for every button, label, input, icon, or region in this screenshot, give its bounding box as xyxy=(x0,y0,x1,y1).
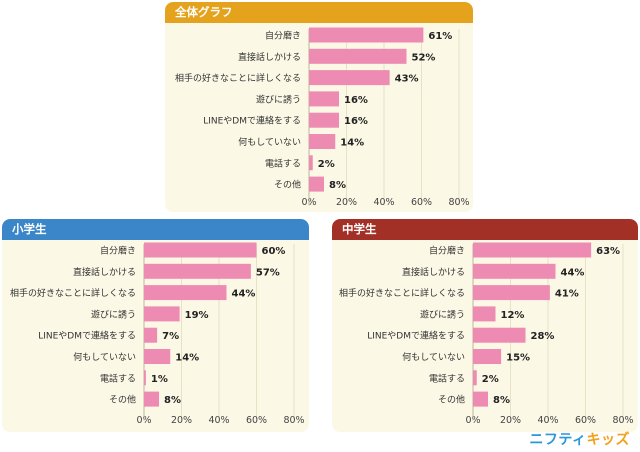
value-label: 12% xyxy=(501,310,525,321)
value-label: 2% xyxy=(318,159,335,170)
category-label: その他 xyxy=(274,179,301,191)
panel-overall: 全体グラフ 0% 20% 40% 60% 80% 自分磨き 61% 直接話しかける 52% 相手の… xyxy=(165,2,473,212)
bar xyxy=(309,48,407,64)
category-label: 相手の好きなことに詳しくなる xyxy=(10,287,136,299)
value-label: 16% xyxy=(344,95,368,106)
panel-junior: 中学生 0% 20% 40% 60% 80% 自分磨き 63% 直接話しかける 44% 相手の好き… xyxy=(332,219,638,432)
bar xyxy=(473,391,488,407)
x-tick-label: 60% xyxy=(246,415,267,426)
category-label: LINEやDMで連絡をする xyxy=(38,330,136,342)
chart-elementary: 0% 20% 40% 60% 80% 自分磨き 60% 直接話しかける 57% 相手の好きなことに… xyxy=(10,242,305,426)
bar xyxy=(473,327,526,343)
category-label: 遊びに誘う xyxy=(91,308,136,320)
value-label: 8% xyxy=(164,395,181,406)
logo-part-1: ニフティ xyxy=(529,432,587,448)
bar xyxy=(144,242,257,258)
bar xyxy=(144,306,180,322)
category-label: 何もしていない xyxy=(238,136,301,148)
category-label: 直接話しかける xyxy=(238,51,301,63)
value-label: 63% xyxy=(596,246,620,257)
value-label: 7% xyxy=(162,331,179,342)
category-label: 何もしていない xyxy=(402,351,465,363)
bar xyxy=(473,242,592,258)
value-label: 8% xyxy=(329,180,346,191)
bar xyxy=(309,27,424,43)
bar xyxy=(473,370,477,386)
category-label: 自分磨き xyxy=(265,30,301,42)
panel-title: 中学生 xyxy=(332,219,638,240)
bar xyxy=(144,263,251,279)
category-label: 相手の好きなことに詳しくなる xyxy=(339,287,465,299)
bar xyxy=(144,349,171,364)
bar xyxy=(473,263,556,279)
chart-overall: 0% 20% 40% 60% 80%自分磨き 61%直接話しかける 52%相手の好きなことに… xyxy=(175,27,470,208)
value-label: 15% xyxy=(506,353,530,364)
bar xyxy=(309,134,336,149)
value-label: 44% xyxy=(232,289,256,300)
category-label: 自分磨き xyxy=(429,245,465,257)
bar xyxy=(473,285,550,301)
value-label: 1% xyxy=(151,374,168,385)
category-label: 遊びに誘う xyxy=(256,93,301,105)
value-label: 28% xyxy=(531,331,555,342)
value-label: 14% xyxy=(340,138,364,149)
bar xyxy=(473,306,496,322)
panel-title: 小学生 xyxy=(2,219,309,240)
category-label: 電話する xyxy=(429,372,465,384)
category-label: LINEやDMで連絡をする xyxy=(367,330,465,342)
x-tick-label: 40% xyxy=(373,197,394,208)
value-label: 44% xyxy=(561,267,585,278)
category-label: その他 xyxy=(438,394,465,406)
value-label: 61% xyxy=(428,31,452,42)
panel-elementary: 小学生 0% 20% 40% 60% 80% 自分磨き 60% 直接話しかける 57% 相手の好き… xyxy=(2,219,309,432)
category-label: 電話する xyxy=(265,157,301,169)
category-label: 直接話しかける xyxy=(402,266,465,278)
bar xyxy=(309,176,324,192)
value-label: 19% xyxy=(185,310,209,321)
x-tick-label: 60% xyxy=(411,197,432,208)
bar xyxy=(309,70,390,86)
bar xyxy=(473,349,502,364)
category-label: LINEやDMで連絡をする xyxy=(203,115,301,127)
x-tick-label: 80% xyxy=(448,197,469,208)
bar xyxy=(144,391,159,407)
x-tick-label: 80% xyxy=(283,415,304,426)
value-label: 2% xyxy=(482,374,499,385)
category-label: 遊びに誘う xyxy=(420,308,465,320)
bar xyxy=(309,112,339,128)
chart-junior: 0% 20% 40% 60% 80% 自分磨き 63% 直接話しかける 44% 相手の好きなことに… xyxy=(339,242,634,426)
category-label: 相手の好きなことに詳しくなる xyxy=(175,72,301,84)
x-tick-label: 20% xyxy=(171,415,192,426)
category-label: 電話する xyxy=(100,372,136,384)
value-label: 8% xyxy=(493,395,510,406)
x-tick-label: 20% xyxy=(336,197,357,208)
category-label: 何もしていない xyxy=(73,351,136,363)
bar xyxy=(144,285,227,301)
category-label: 自分磨き xyxy=(100,245,136,257)
panel-title: 全体グラフ xyxy=(165,2,473,23)
value-label: 60% xyxy=(262,246,286,257)
x-tick-label: 0% xyxy=(465,415,480,426)
value-label: 14% xyxy=(175,353,199,364)
x-tick-label: 20% xyxy=(500,415,521,426)
bar xyxy=(144,370,146,386)
value-label: 43% xyxy=(395,74,419,85)
x-tick-label: 40% xyxy=(537,415,558,426)
value-label: 16% xyxy=(344,116,368,127)
bar xyxy=(309,155,313,171)
value-label: 52% xyxy=(412,52,436,63)
category-label: その他 xyxy=(109,394,136,406)
nifty-kids-logo: ニフティキッズ xyxy=(529,429,630,449)
value-label: 57% xyxy=(256,267,280,278)
x-tick-label: 80% xyxy=(612,415,633,426)
x-tick-label: 0% xyxy=(136,415,151,426)
value-label: 41% xyxy=(555,289,579,300)
bar xyxy=(309,91,339,107)
category-label: 直接話しかける xyxy=(73,266,136,278)
x-tick-label: 60% xyxy=(575,415,596,426)
bar xyxy=(144,327,158,343)
x-tick-label: 40% xyxy=(208,415,229,426)
logo-part-2: キッズ xyxy=(586,432,630,448)
